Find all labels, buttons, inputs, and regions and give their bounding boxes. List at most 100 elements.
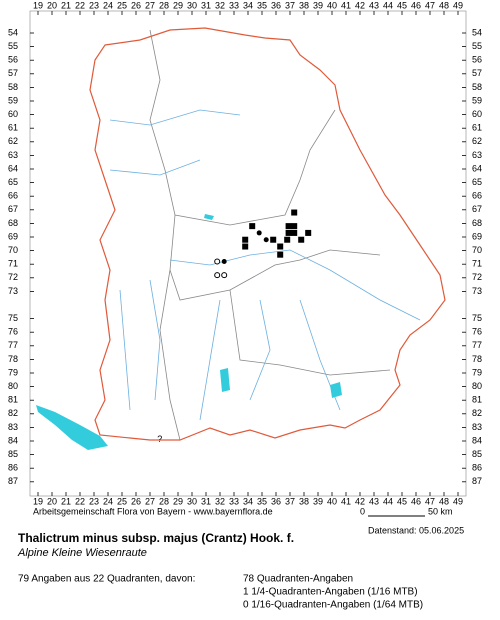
record-square [242,243,249,250]
annotation: ? [157,434,162,444]
lake-constance [36,405,108,450]
row-label: 71 [472,259,482,269]
record-square [277,251,284,258]
col-label: 44 [383,496,393,506]
col-label: 44 [383,0,393,10]
col-label: 22 [75,0,85,10]
row-label: 85 [472,449,482,459]
row-label: 81 [472,395,482,405]
col-label: 26 [131,496,141,506]
stats-line: 78 Quadranten-Angaben [243,574,353,585]
col-label: 49 [453,496,463,506]
row-label: 63 [8,150,18,160]
col-label: 19 [33,0,43,10]
row-label: 83 [8,422,18,432]
row-label: 78 [472,354,482,364]
record-circle [214,272,221,279]
row-label: 69 [472,231,482,241]
row-label: 84 [472,435,482,445]
row-label: 77 [472,340,482,350]
row-label: 57 [8,68,18,78]
row-label: 70 [472,245,482,255]
record-square [298,236,305,243]
col-label: 38 [299,496,309,506]
col-label: 36 [271,496,281,506]
col-label: 35 [257,496,267,506]
col-label: 31 [201,0,211,10]
col-label: 33 [229,496,239,506]
row-label: 67 [472,204,482,214]
row-label: 66 [472,191,482,201]
row-label: 55 [472,41,482,51]
row-label: 55 [8,41,18,51]
col-label: 28 [159,496,169,506]
record-circle [214,258,221,265]
species-title: Thalictrum minus subsp. majus (Crantz) H… [18,531,294,545]
col-label: 24 [103,0,113,10]
col-label: 23 [89,0,99,10]
record-circle [221,272,228,279]
row-label: 57 [472,68,482,78]
record-square [242,236,249,243]
row-label: 70 [8,245,18,255]
col-label: 30 [187,0,197,10]
col-label: 43 [369,0,379,10]
bavaria-border [89,27,446,441]
col-label: 25 [117,0,127,10]
col-label: 33 [229,0,239,10]
record-square [249,223,256,230]
col-label: 41 [341,0,351,10]
row-label: 62 [8,136,18,146]
row-label: 72 [472,272,482,282]
row-label: 86 [472,463,482,473]
col-label: 20 [47,496,57,506]
col-label: 38 [299,0,309,10]
col-label: 34 [243,0,253,10]
row-label: 75 [472,313,482,323]
col-label: 21 [61,496,71,506]
col-label: 47 [425,496,435,506]
col-label: 32 [215,496,225,506]
col-label: 19 [33,496,43,506]
col-label: 37 [285,0,295,10]
row-label: 65 [8,177,18,187]
col-label: 47 [425,0,435,10]
scale-end: 50 km [428,506,453,516]
row-label: 68 [472,218,482,228]
row-label: 79 [8,367,18,377]
col-label: 34 [243,496,253,506]
col-label: 41 [341,496,351,506]
record-dot [256,230,262,236]
record-square [285,223,292,230]
row-label: 82 [472,408,482,418]
row-label: 77 [8,340,18,350]
col-label: 36 [271,0,281,10]
col-label: 46 [411,0,421,10]
col-label: 22 [75,496,85,506]
stats-line: 1 1/4-Quadranten-Angaben (1/16 MTB) [243,587,418,598]
row-label: 64 [8,163,18,173]
col-label: 24 [103,496,113,506]
row-label: 60 [472,109,482,119]
record-square [291,209,298,216]
row-label: 62 [472,136,482,146]
row-label: 78 [8,354,18,364]
col-label: 29 [173,496,183,506]
col-label: 40 [327,0,337,10]
row-label: 83 [472,422,482,432]
row-label: 63 [472,150,482,160]
col-label: 39 [313,496,323,506]
row-label: 87 [8,476,18,486]
col-label: 49 [453,0,463,10]
col-label: 45 [397,496,407,506]
record-square [305,229,312,236]
row-label: 58 [8,82,18,92]
record-dot [221,258,227,264]
col-label: 48 [439,496,449,506]
record-square [291,229,298,236]
scale-start: 0 [360,506,365,516]
col-label: 30 [187,496,197,506]
row-label: 72 [8,272,18,282]
row-label: 76 [8,327,18,337]
